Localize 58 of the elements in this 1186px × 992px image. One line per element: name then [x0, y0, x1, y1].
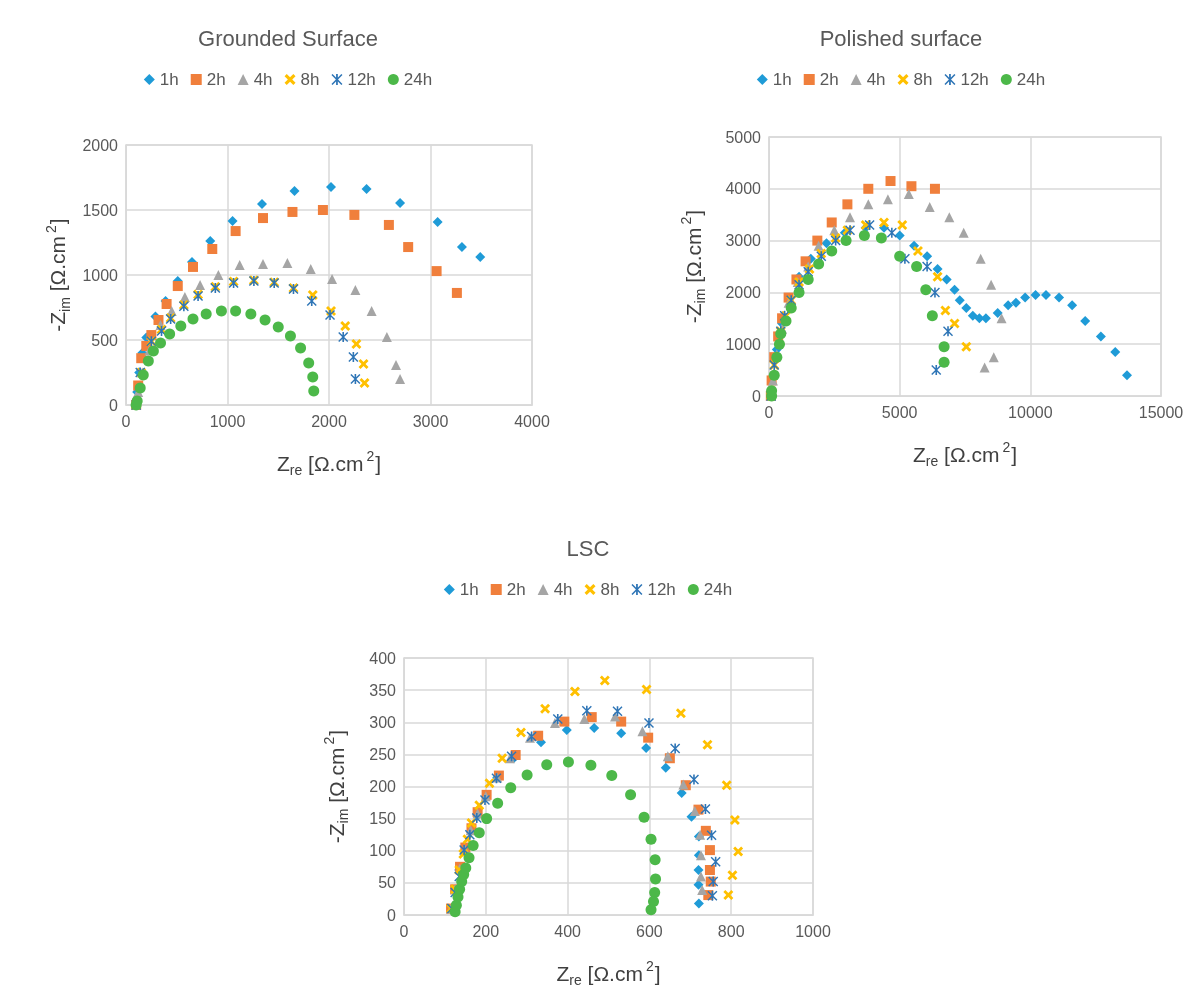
x-tick-label: 10000	[1008, 403, 1053, 421]
x-tick-label: 2000	[311, 412, 347, 430]
y-tick-label: 5000	[725, 128, 762, 146]
y-tick-label: 2000	[82, 136, 119, 154]
x-tick-label: 0	[764, 403, 774, 421]
y-tick-label: 1500	[82, 201, 119, 219]
legend-label: 1h	[459, 580, 479, 599]
y-tick-label: 400	[369, 649, 397, 667]
x-tick-label: 0	[399, 922, 409, 940]
chart-title: Grounded Surface	[198, 25, 378, 51]
y-tick-label: 4000	[725, 180, 762, 198]
legend-label: 2h	[206, 70, 226, 89]
legend-label: 1h	[772, 70, 792, 89]
legend-label: 12h	[347, 70, 376, 89]
y-tick-label: 200	[369, 778, 397, 795]
legend-label: 24h	[403, 70, 433, 89]
legend-label: 1h	[159, 70, 179, 89]
x-tick-label: 1000	[209, 412, 246, 430]
y-tick-label: 100	[369, 842, 397, 860]
x-tick-label: 4000	[514, 412, 550, 430]
y-tick-label: 1000	[82, 266, 119, 284]
y-tick-label: 1000	[725, 335, 762, 353]
chart-title: LSC	[566, 535, 610, 561]
y-tick-label: 0	[752, 387, 762, 405]
legend-label: 24h	[1016, 70, 1046, 89]
legend-label: 12h	[960, 70, 989, 89]
legend-label: 2h	[819, 70, 839, 89]
legend-label: 8h	[913, 70, 933, 89]
legend-label: 2h	[506, 580, 526, 599]
y-tick-label: 3000	[725, 232, 762, 250]
y-tick-label: 250	[369, 745, 397, 763]
y-tick-label: 500	[91, 331, 119, 349]
legend-label: 12h	[647, 580, 676, 599]
y-tick-label: 150	[369, 810, 397, 828]
y-tick-label: 2000	[725, 283, 762, 301]
y-axis-title: -Zim [Ω.cm2]	[678, 209, 708, 324]
legend-label: 24h	[703, 580, 733, 599]
x-tick-label: 1000	[795, 922, 831, 940]
y-tick-label: 300	[369, 713, 397, 731]
x-tick-label: 400	[554, 922, 582, 940]
legend-label: 4h	[253, 70, 273, 89]
y-tick-label: 350	[369, 681, 397, 699]
x-tick-label: 3000	[412, 412, 449, 430]
x-tick-label: 600	[636, 922, 663, 940]
y-axis-title: -Zim [Ω.cm2]	[42, 218, 73, 332]
y-axis-title: -Zim [Ω.cm2]	[321, 729, 351, 844]
y-tick-label: 50	[378, 874, 397, 892]
x-tick-label: 200	[472, 922, 500, 940]
x-tick-label: 0	[121, 412, 131, 430]
legend-label: 8h	[300, 70, 320, 89]
legend-label: 8h	[600, 580, 620, 599]
legend-label: 4h	[553, 580, 573, 599]
y-tick-label: 0	[387, 906, 397, 924]
x-tick-label: 15000	[1138, 403, 1184, 421]
x-tick-label: 5000	[881, 403, 918, 421]
x-tick-label: 800	[717, 922, 745, 940]
chart-title: Polished surface	[819, 25, 983, 51]
legend-label: 4h	[866, 70, 886, 89]
